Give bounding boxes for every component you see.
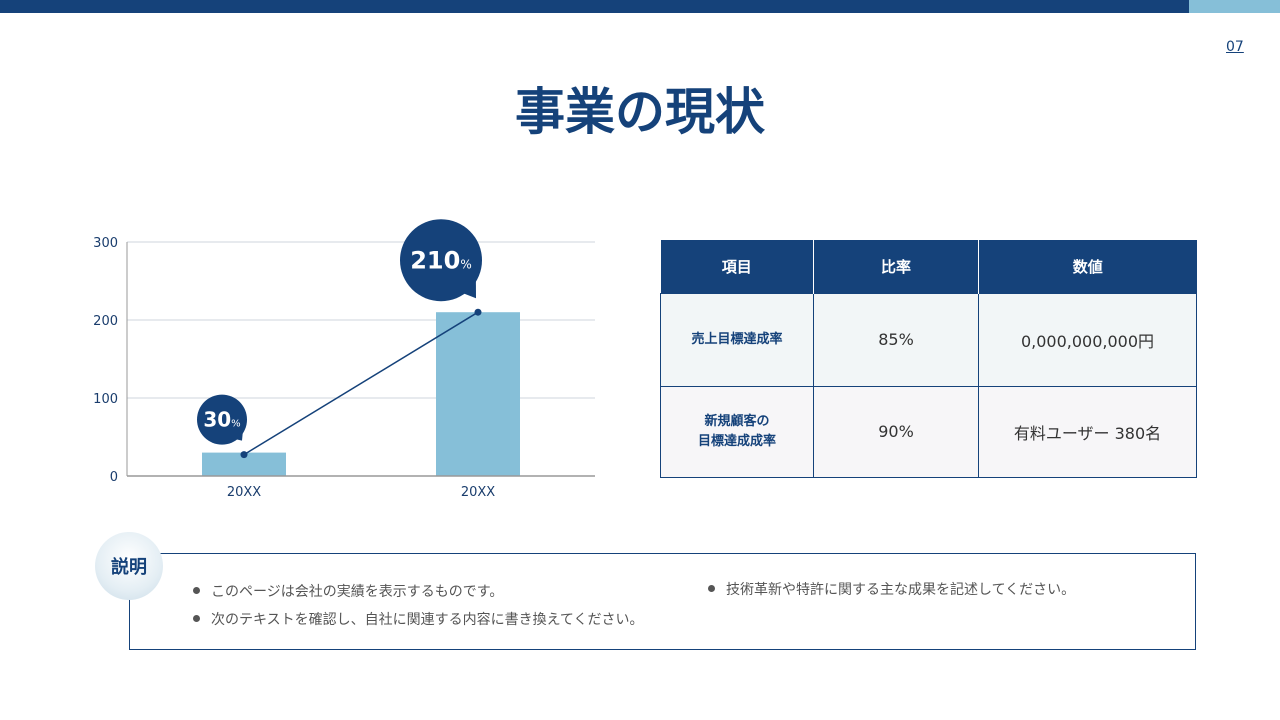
row-label: 売上目標達成率 [660, 292, 814, 387]
note-item: 技術革新や特許に関する主な成果を記述してください。 [708, 579, 1075, 599]
data-label: 210% [410, 247, 472, 275]
y-tick-label: 300 [93, 236, 118, 251]
row-label-line2: 目標達成成率 [697, 433, 776, 449]
y-tick-label: 200 [93, 314, 118, 329]
notes-box [129, 553, 1196, 650]
callout-bubble [400, 219, 482, 302]
row-label: 新規顧客の目標達成成率 [660, 385, 814, 478]
trend-point [474, 308, 482, 316]
data-label: 30% [203, 408, 240, 432]
table-row: 新規顧客の目標達成成率 90% 有料ユーザー 380名 [660, 385, 1197, 478]
header-value: 数値 [978, 240, 1197, 293]
row-ratio: 85% [813, 292, 979, 387]
bar [202, 452, 286, 476]
trend-point [240, 451, 248, 459]
callout-bubble [197, 394, 247, 445]
bar-chart: 0 100 200 300 20XX 20XX 30% 210% [93, 219, 595, 500]
top-accent-bar-light [1189, 0, 1280, 13]
note-item: 次のテキストを確認し、自社に関連する内容に書き換えてください。 [193, 609, 643, 629]
notes-badge: 説明 [95, 532, 163, 600]
y-tick-label: 100 [93, 392, 118, 407]
trend-line [243, 311, 479, 456]
data-table: 項目 比率 数値 売上目標達成率 85% 0,000,000,000円 新規顧客… [660, 240, 1197, 478]
table-row: 売上目標達成率 85% 0,000,000,000円 [660, 292, 1197, 387]
header-ratio: 比率 [813, 240, 979, 293]
note-item: このページは会社の実績を表示するものです。 [193, 581, 503, 601]
row-ratio: 90% [813, 385, 979, 478]
page-title: 事業の現状 [515, 83, 765, 141]
row-label-line1: 新規顧客の [704, 413, 770, 429]
bar [436, 312, 520, 476]
row-value: 有料ユーザー 380名 [978, 385, 1197, 478]
row-value: 0,000,000,000円 [978, 292, 1197, 387]
x-tick-label: 20XX [227, 485, 261, 500]
x-tick-label: 20XX [461, 485, 495, 500]
header-item: 項目 [660, 240, 814, 293]
y-tick-label: 0 [110, 470, 118, 485]
page-number: 07 [1226, 39, 1244, 55]
top-accent-bar [0, 0, 1189, 13]
